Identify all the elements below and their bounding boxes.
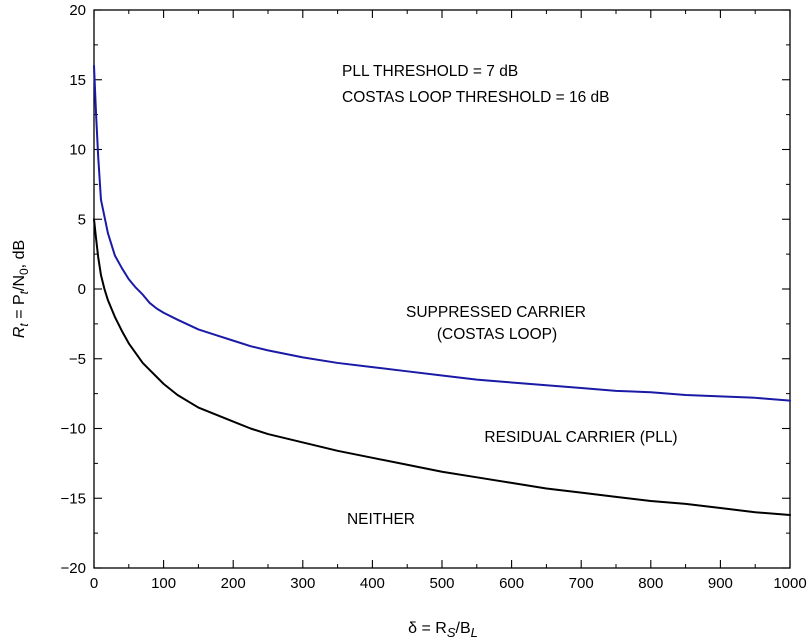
x-tick-label: 900 — [708, 575, 733, 592]
x-tick-label: 100 — [151, 575, 176, 592]
x-tick-label: 300 — [290, 575, 315, 592]
x-tick-label: 800 — [638, 575, 663, 592]
y-axis-title-mid: = P — [11, 294, 28, 323]
y-axis-title-sub3: 0 — [17, 268, 31, 275]
y-axis-title-mid2: /N — [11, 275, 28, 291]
x-axis-title-sub2: L — [471, 625, 478, 640]
x-tick-label: 700 — [569, 575, 594, 592]
annotation-costas-threshold: COSTAS LOOP THRESHOLD = 16 dB — [342, 89, 609, 106]
annotation-suppressed-carrier: SUPPRESSED CARRIER — [406, 304, 586, 321]
x-axis-title-mid: /B — [456, 620, 471, 637]
y-tick-label: −10 — [61, 421, 86, 438]
x-tick-label: 200 — [221, 575, 246, 592]
y-tick-label: −20 — [61, 560, 86, 577]
y-tick-label: 0 — [78, 281, 86, 298]
y-axis-title: Rt = Pt/N0, dB — [11, 240, 31, 338]
y-axis-title-sub2: t — [17, 290, 31, 294]
tick-labels-group: 0 100 200 300 400 500 600 700 800 900 1000−20−15−1… — [61, 2, 807, 592]
x-tick-label: 400 — [360, 575, 385, 592]
series-line-costas-threshold — [93, 64, 791, 402]
x-axis-title-main: δ = R — [408, 620, 447, 637]
annotation-costas-loop: (COSTAS LOOP) — [437, 326, 557, 343]
series-line-pll-threshold — [93, 218, 791, 516]
y-tick-label: −5 — [69, 351, 86, 368]
x-axis-title-sub1: S — [447, 625, 456, 640]
x-tick-label: 0 — [90, 575, 98, 592]
x-tick-label: 500 — [429, 575, 454, 592]
y-tick-label: 20 — [69, 2, 86, 19]
y-tick-label: 15 — [69, 72, 86, 89]
annotation-residual-carrier: RESIDUAL CARRIER (PLL) — [484, 429, 677, 446]
ticks-group — [93, 9, 791, 569]
x-tick-label: 600 — [499, 575, 524, 592]
y-tick-label: −15 — [61, 490, 86, 507]
y-axis-title-pre: R — [11, 326, 28, 338]
y-axis-title-sub1: t — [17, 323, 31, 327]
y-tick-label: 5 — [78, 211, 86, 228]
x-axis-title: δ = RS/BL — [408, 620, 478, 640]
annotation-neither: NEITHER — [347, 511, 415, 528]
x-tick-label: 1000 — [773, 575, 806, 592]
series-group — [93, 64, 791, 516]
y-tick-label: 10 — [69, 142, 86, 159]
y-axis-title-post: , dB — [11, 240, 28, 268]
annotation-pll-threshold: PLL THRESHOLD = 7 dB — [342, 63, 518, 80]
